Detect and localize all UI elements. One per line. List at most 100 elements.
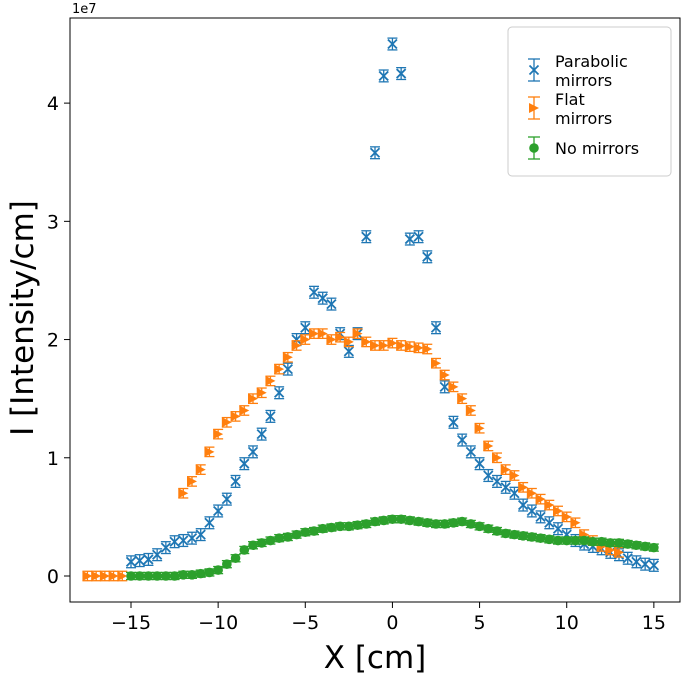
data-point bbox=[518, 482, 529, 493]
data-point bbox=[99, 570, 110, 581]
data-point bbox=[91, 570, 102, 581]
data-point bbox=[622, 539, 633, 549]
marker-stroke bbox=[152, 549, 163, 560]
data-point bbox=[326, 522, 337, 533]
marker-stroke bbox=[509, 488, 520, 499]
data-point bbox=[361, 231, 372, 242]
data-point bbox=[282, 352, 293, 363]
legend-box bbox=[507, 26, 672, 177]
data-point bbox=[352, 520, 363, 530]
data-point bbox=[152, 571, 162, 581]
marker-stroke bbox=[178, 535, 189, 546]
data-point bbox=[396, 340, 407, 351]
data-point bbox=[570, 517, 581, 528]
data-point bbox=[274, 387, 285, 398]
data-point bbox=[431, 358, 441, 369]
data-point bbox=[579, 535, 589, 546]
marker-stroke bbox=[160, 542, 171, 553]
marker-stroke bbox=[396, 68, 407, 79]
data-point bbox=[430, 322, 442, 333]
data-point bbox=[239, 545, 250, 555]
data-point bbox=[413, 342, 424, 353]
data-point bbox=[369, 147, 381, 158]
marker-stroke bbox=[204, 517, 215, 528]
data-point bbox=[422, 251, 433, 262]
data-point bbox=[343, 346, 354, 357]
data-point bbox=[448, 381, 459, 392]
legend-marker bbox=[528, 64, 540, 76]
data-point bbox=[222, 559, 232, 569]
data-point bbox=[649, 542, 659, 553]
marker-stroke bbox=[387, 38, 398, 50]
x-tick-label: 5 bbox=[474, 612, 486, 634]
data-point bbox=[457, 516, 467, 527]
data-point bbox=[448, 517, 459, 528]
marker-stroke bbox=[230, 476, 241, 487]
marker-stroke bbox=[186, 533, 198, 544]
data-point bbox=[161, 571, 171, 581]
marker-stroke bbox=[535, 511, 546, 523]
data-point bbox=[526, 505, 537, 517]
data-point bbox=[256, 538, 267, 548]
data-point bbox=[204, 517, 215, 528]
data-point bbox=[265, 411, 276, 422]
y-axis-label: I [Intensity/cm] bbox=[5, 200, 41, 436]
data-point bbox=[291, 340, 302, 351]
legend-label: No mirrors bbox=[555, 139, 639, 158]
data-point bbox=[596, 536, 607, 547]
data-point bbox=[125, 556, 137, 567]
data-point bbox=[465, 446, 476, 457]
data-point bbox=[544, 500, 555, 511]
data-point bbox=[387, 514, 398, 525]
marker-stroke bbox=[404, 233, 415, 245]
data-point bbox=[283, 532, 293, 542]
data-point bbox=[143, 571, 154, 581]
data-point bbox=[152, 549, 163, 560]
data-point bbox=[413, 231, 424, 242]
marker-stroke bbox=[369, 147, 381, 158]
data-point bbox=[317, 293, 328, 304]
data-point bbox=[169, 536, 180, 547]
data-point bbox=[326, 298, 337, 310]
data-point bbox=[160, 542, 171, 553]
marker-stroke bbox=[300, 322, 311, 333]
data-point bbox=[422, 344, 433, 355]
legend-label: Parabolic bbox=[555, 52, 628, 71]
data-point bbox=[248, 393, 258, 404]
data-point bbox=[344, 521, 354, 532]
data-point bbox=[178, 488, 189, 499]
data-point bbox=[134, 555, 145, 566]
marker-stroke bbox=[361, 231, 372, 242]
data-point bbox=[300, 334, 311, 345]
data-point bbox=[509, 529, 520, 540]
data-point bbox=[378, 515, 389, 526]
data-point bbox=[265, 535, 276, 546]
data-point bbox=[204, 567, 215, 578]
marker-stroke bbox=[247, 446, 259, 457]
marker-stroke bbox=[343, 346, 354, 357]
data-point bbox=[378, 340, 389, 351]
data-point bbox=[439, 381, 450, 392]
marker-stroke bbox=[500, 482, 511, 493]
data-point bbox=[527, 532, 537, 542]
data-point bbox=[178, 535, 189, 546]
marker-stroke bbox=[528, 64, 540, 76]
legend-marker bbox=[529, 143, 539, 153]
data-point bbox=[230, 476, 241, 487]
data-point bbox=[535, 494, 546, 505]
data-point bbox=[117, 570, 128, 581]
y-tick-label: 4 bbox=[47, 93, 59, 115]
data-point bbox=[552, 523, 564, 534]
y-tick-label: 2 bbox=[47, 330, 59, 352]
data-point bbox=[439, 370, 450, 381]
marker-stroke bbox=[265, 411, 276, 422]
data-point bbox=[544, 534, 555, 545]
marker-stroke bbox=[143, 554, 154, 565]
data-point bbox=[640, 559, 651, 570]
data-point bbox=[535, 511, 546, 523]
data-point bbox=[492, 452, 502, 463]
marker-stroke bbox=[221, 494, 232, 505]
marker-stroke bbox=[631, 556, 642, 567]
data-point bbox=[239, 405, 250, 416]
